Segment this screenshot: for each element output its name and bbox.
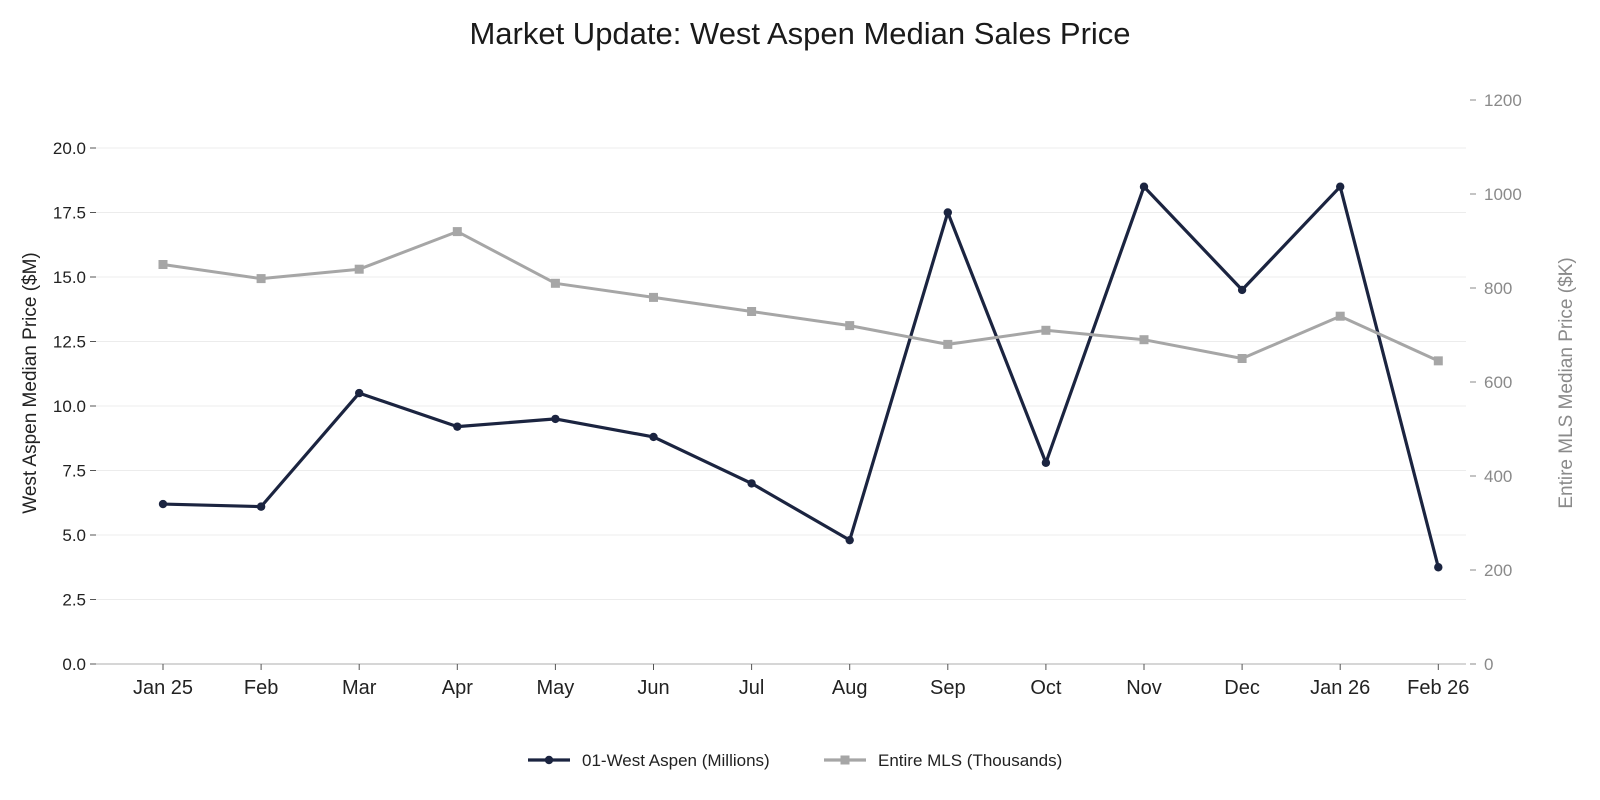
legend-label: 01-West Aspen (Millions) [582,751,770,770]
series-line [161,185,1440,569]
y-tick-label-left: 0.0 [62,655,86,674]
data-point [747,307,757,316]
x-tick-label: Feb [244,677,278,699]
y-tick-label-right: 1200 [1484,91,1522,110]
x-tick-label: Aug [832,677,868,699]
data-point [550,278,560,288]
y-tick-label-left: 10.0 [53,397,86,416]
data-point [845,321,855,331]
y-tick-label-right: 1000 [1484,185,1522,204]
legend-swatch-marker [840,755,850,765]
legend: 01-West Aspen (Millions) Entire MLS (Thou… [528,751,1062,770]
y-tick-label-left: 7.5 [62,462,86,481]
y-tick-label-right: 400 [1484,467,1512,486]
data-point [943,339,953,349]
data-point [1237,285,1247,295]
y-tick-label-left: 17.5 [53,204,86,223]
legend-swatch-marker [544,755,554,765]
x-tick-label: Dec [1224,677,1260,699]
y-tick-label-right: 0 [1484,655,1493,674]
y-tick-label-left: 2.5 [62,591,86,610]
data-point [845,535,854,545]
x-tick-label: Jan 26 [1310,677,1370,699]
data-point [1433,356,1443,366]
data-point [452,227,462,237]
data-point [256,502,266,511]
data-point [1139,182,1149,191]
series-2 [158,227,1443,366]
series-line [161,230,1440,363]
data-point [551,414,560,424]
data-point [158,260,168,269]
x-tick-label: Nov [1126,677,1162,699]
series-1 [158,182,1443,572]
gridlines [96,147,1466,665]
y-axis-label-right: Entire MLS Median Price ($K) [1556,257,1577,508]
y-tick-label-right: 200 [1484,561,1512,580]
y-tick-label-left: 12.5 [53,333,86,352]
legend-label: Entire MLS (Thousands) [878,751,1062,770]
data-point [1041,458,1051,467]
legend-item-1: 01-West Aspen (Millions) [528,751,770,770]
data-point [1237,354,1247,363]
x-tick-label: Feb 26 [1407,677,1469,699]
data-point [354,264,364,274]
legend-item-2: Entire MLS (Thousands) [824,751,1062,770]
data-point [1335,311,1345,321]
y-tick-label-left: 20.0 [53,139,86,158]
x-tick-label: Sep [930,677,966,699]
x-tick-label: Jan 25 [133,677,193,699]
data-point [453,422,462,431]
x-tick-label: Jul [739,677,765,699]
x-tick-label: Apr [442,677,473,699]
x-tick-label: Jun [637,677,669,699]
y-tick-label-left: 15.0 [53,268,86,287]
data-point [649,292,658,302]
data-point [1434,563,1443,572]
data-point [256,274,266,284]
y-axis-label-left: West Aspen Median Price ($M) [20,252,41,514]
data-point [158,499,168,509]
data-point [747,479,756,488]
y-tick-label-right: 600 [1484,373,1512,392]
x-tick-label: Mar [342,677,377,699]
data-point [649,432,658,442]
data-point [1336,182,1345,191]
axes: 0.0 2.5 5.0 7.5 10.0 12.5 15.0 17.5 20.0 0 200 400 6… [53,91,1522,699]
data-point [355,388,364,398]
x-tick-label: Oct [1030,677,1062,699]
data-point [1041,325,1051,335]
y-tick-label-left: 5.0 [62,526,86,545]
series-layer [158,182,1443,572]
data-point [1139,335,1149,345]
y-tick-label-right: 800 [1484,279,1512,298]
data-point [943,208,952,217]
x-tick-label: May [537,677,575,699]
chart-title: Market Update: West Aspen Median Sales P… [469,16,1130,51]
